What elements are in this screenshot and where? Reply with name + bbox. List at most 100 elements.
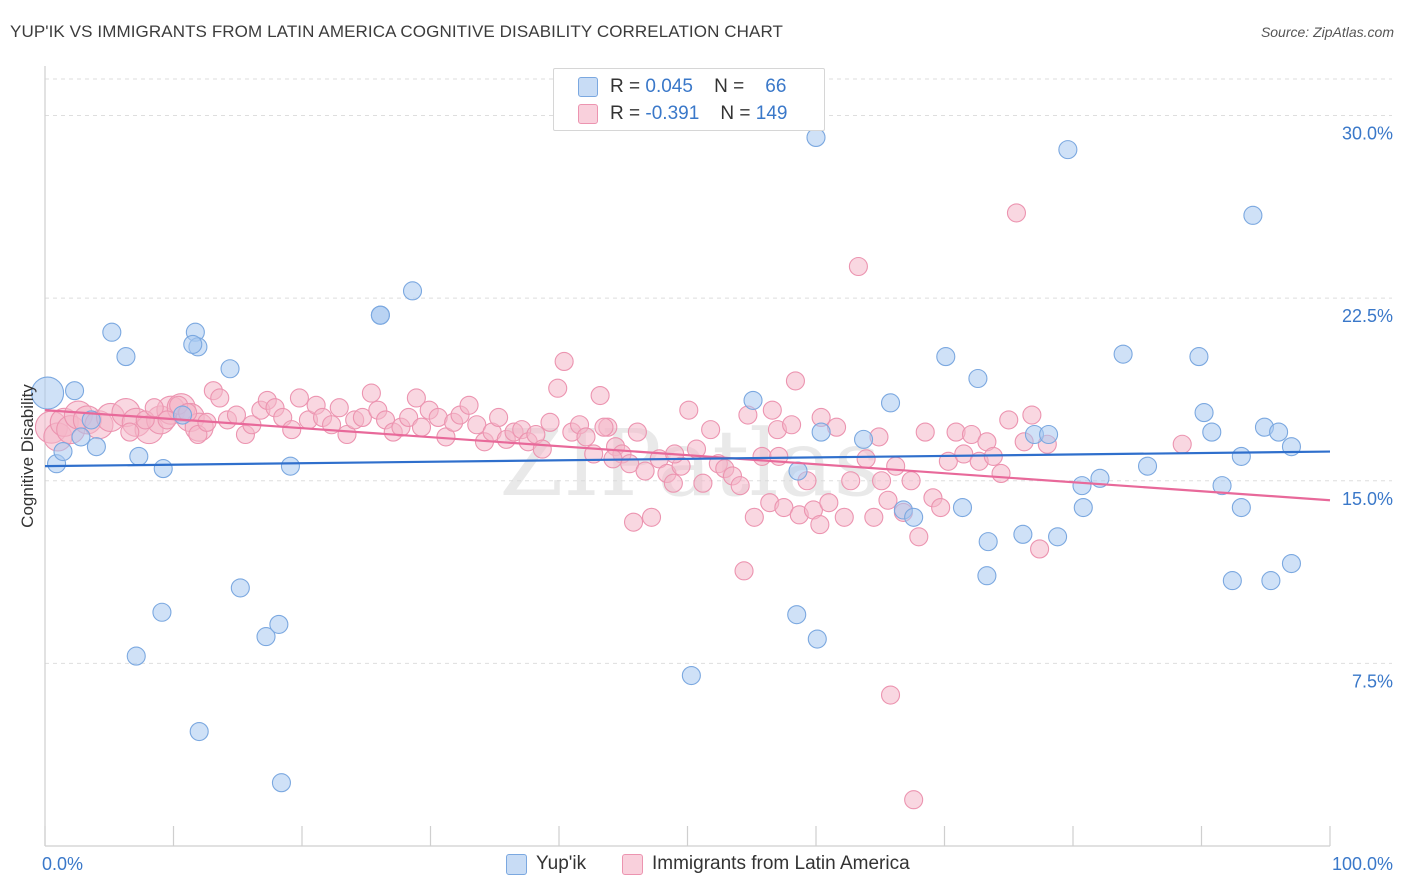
data-point-yupik [31, 376, 65, 410]
data-point-latin-america [915, 422, 935, 442]
data-point-yupik [978, 532, 998, 552]
data-point-latin-america [864, 507, 884, 527]
data-point-yupik [153, 459, 173, 479]
blue-points-layer [31, 127, 1301, 793]
data-point-latin-america [352, 407, 372, 428]
data-point-latin-america [886, 456, 906, 476]
data-point-latin-america [467, 415, 487, 435]
legend-n-value: 149 [755, 103, 788, 124]
data-point-latin-america [1006, 203, 1027, 223]
data-point-yupik [81, 410, 101, 430]
y-tick-label: 7.5% [1352, 671, 1393, 691]
trend-layer [44, 409, 1331, 502]
data-point-yupik [952, 497, 973, 518]
data-point-yupik [1281, 553, 1301, 574]
y-tick-label: 15.0% [1342, 489, 1393, 509]
legend-label-latin-america: Immigrants from Latin America [652, 853, 910, 874]
data-point-latin-america [744, 507, 764, 527]
data-point-latin-america [730, 476, 750, 496]
data-point-latin-america [901, 471, 921, 491]
legend-swatch-latin-america [578, 104, 598, 124]
data-point-latin-america [931, 497, 951, 518]
data-point-yupik [1113, 344, 1133, 364]
data-point-latin-america [810, 515, 830, 535]
data-point-latin-america [880, 685, 901, 705]
data-point-latin-america [554, 351, 574, 372]
data-point-latin-america [289, 388, 309, 408]
legend-r-label: R = [610, 76, 641, 97]
data-point-yupik [1231, 446, 1251, 466]
data-point-latin-america [848, 256, 868, 277]
data-point-yupik [1048, 527, 1068, 547]
data-point-latin-america [774, 497, 794, 518]
data-point-yupik [806, 127, 826, 147]
data-point-latin-america [856, 449, 876, 469]
data-point-yupik [904, 507, 924, 527]
data-point-yupik [807, 629, 827, 649]
data-point-yupik [1013, 524, 1033, 544]
series-legend: Yup'ik Immigrants from Latin America [0, 852, 1406, 878]
data-point-yupik [256, 627, 276, 647]
data-point-yupik [880, 393, 901, 413]
data-point-latin-america [1022, 405, 1042, 425]
data-point-latin-america [576, 427, 596, 447]
data-point-yupik [102, 322, 122, 342]
data-point-latin-america [909, 527, 929, 547]
data-point-yupik [280, 456, 300, 476]
data-point-latin-america [282, 420, 302, 440]
data-point-latin-america [734, 561, 754, 581]
data-point-yupik [152, 602, 172, 622]
data-point-yupik [936, 347, 956, 367]
data-point-yupik [1194, 403, 1214, 423]
data-point-latin-america [693, 473, 713, 493]
data-point-latin-america [120, 422, 140, 442]
data-point-yupik [71, 427, 91, 447]
trend-line-yupik [44, 450, 1331, 468]
x-tick-label: 100.0% [1332, 854, 1393, 874]
data-point-latin-america [590, 385, 610, 406]
data-point-latin-america [1172, 434, 1192, 454]
data-point-yupik [787, 605, 807, 625]
data-point-latin-america [785, 371, 805, 391]
y-axis-title: Cognitive Disability [18, 384, 37, 528]
label-layer: 7.5% 15.0% 22.5% 30.0% 0.0% 100.0% Cognitive D… [18, 124, 1393, 874]
data-point-yupik [53, 441, 73, 462]
data-point-latin-america [406, 388, 426, 408]
data-point-latin-america [635, 461, 655, 481]
chart-title: YUP'IK VS IMMIGRANTS FROM LATIN AMERICA … [10, 22, 784, 41]
data-point-yupik [811, 422, 831, 442]
data-point-latin-america [679, 400, 699, 420]
data-point-yupik [1269, 422, 1289, 442]
data-point-latin-america [210, 388, 230, 408]
data-point-latin-america [411, 417, 432, 437]
data-point-latin-america [762, 400, 782, 420]
legend-r-value: 0.045 [645, 76, 693, 97]
data-point-yupik [183, 334, 203, 354]
axis-layer [44, 66, 1331, 847]
data-point-yupik [129, 446, 149, 466]
data-point-yupik [977, 566, 997, 586]
data-point-latin-america [548, 378, 568, 398]
legend-n-label: N = [714, 76, 745, 97]
data-point-yupik [189, 722, 209, 742]
data-point-latin-america [782, 415, 802, 435]
data-point-yupik [1212, 476, 1232, 496]
data-point-yupik [1137, 456, 1158, 476]
data-point-yupik [220, 359, 240, 379]
legend-swatch-yupik [506, 854, 527, 875]
data-point-latin-america [752, 446, 772, 466]
legend-swatch-latin-america [622, 854, 643, 875]
data-point-yupik [1202, 422, 1222, 442]
data-point-yupik [402, 281, 423, 301]
data-point-latin-america [226, 405, 247, 425]
data-point-latin-america [841, 471, 861, 491]
grid-layer [45, 78, 1392, 664]
data-point-latin-america [532, 439, 552, 459]
data-point-latin-america [361, 383, 381, 403]
data-point-latin-america [961, 424, 982, 445]
data-point-latin-america [641, 507, 662, 527]
data-point-yupik [1072, 476, 1092, 496]
y-tick-label: 22.5% [1342, 306, 1393, 326]
legend-n-label: N = [720, 103, 751, 124]
